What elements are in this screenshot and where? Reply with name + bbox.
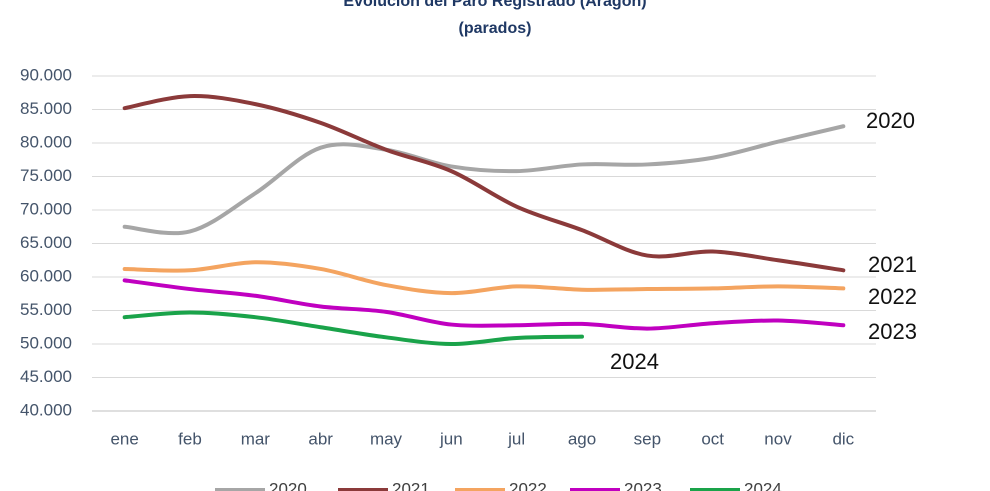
series-line — [122, 310, 584, 347]
series-line — [122, 278, 846, 331]
x-tick-label: ago — [568, 429, 596, 448]
series-end-label: 2020 — [866, 108, 915, 133]
x-tick-label: oct — [701, 429, 724, 448]
y-tick-label: 40.000 — [20, 400, 72, 419]
chart-title: Evolución del Paro Registrado (Aragón) — [343, 0, 646, 10]
series-end-label: 2023 — [868, 319, 917, 344]
series-line — [122, 124, 846, 236]
x-tick-label: sep — [634, 429, 661, 448]
y-tick-label: 65.000 — [20, 233, 72, 252]
series-line — [122, 94, 846, 273]
legend-label: 2020 — [269, 479, 307, 491]
y-tick-label: 75.000 — [20, 166, 72, 185]
legend-label: 2022 — [509, 479, 547, 491]
series-line — [122, 260, 846, 296]
x-tick-label: ene — [110, 429, 138, 448]
y-tick-label: 45.000 — [20, 367, 72, 386]
series-end-label: 2024 — [610, 349, 659, 374]
x-tick-label: jul — [507, 429, 525, 448]
x-tick-label: may — [370, 429, 403, 448]
series-end-label: 2022 — [868, 284, 917, 309]
x-tick-label: dic — [832, 429, 854, 448]
y-tick-label: 80.000 — [20, 132, 72, 151]
y-tick-label: 70.000 — [20, 199, 72, 218]
x-tick-label: nov — [764, 429, 792, 448]
legend-label: 2021 — [392, 479, 430, 491]
x-tick-label: mar — [241, 429, 271, 448]
chart-subtitle: (parados) — [459, 20, 532, 37]
y-tick-label: 55.000 — [20, 300, 72, 319]
y-tick-label: 50.000 — [20, 333, 72, 352]
x-tick-label: feb — [178, 429, 202, 448]
x-tick-label: abr — [308, 429, 333, 448]
series-end-label: 2021 — [868, 252, 917, 277]
x-tick-label: jun — [439, 429, 463, 448]
y-tick-label: 60.000 — [20, 266, 72, 285]
legend-label: 2024 — [744, 479, 782, 491]
y-tick-label: 90.000 — [20, 65, 72, 84]
legend-label: 2023 — [624, 479, 662, 491]
y-tick-label: 85.000 — [20, 99, 72, 118]
